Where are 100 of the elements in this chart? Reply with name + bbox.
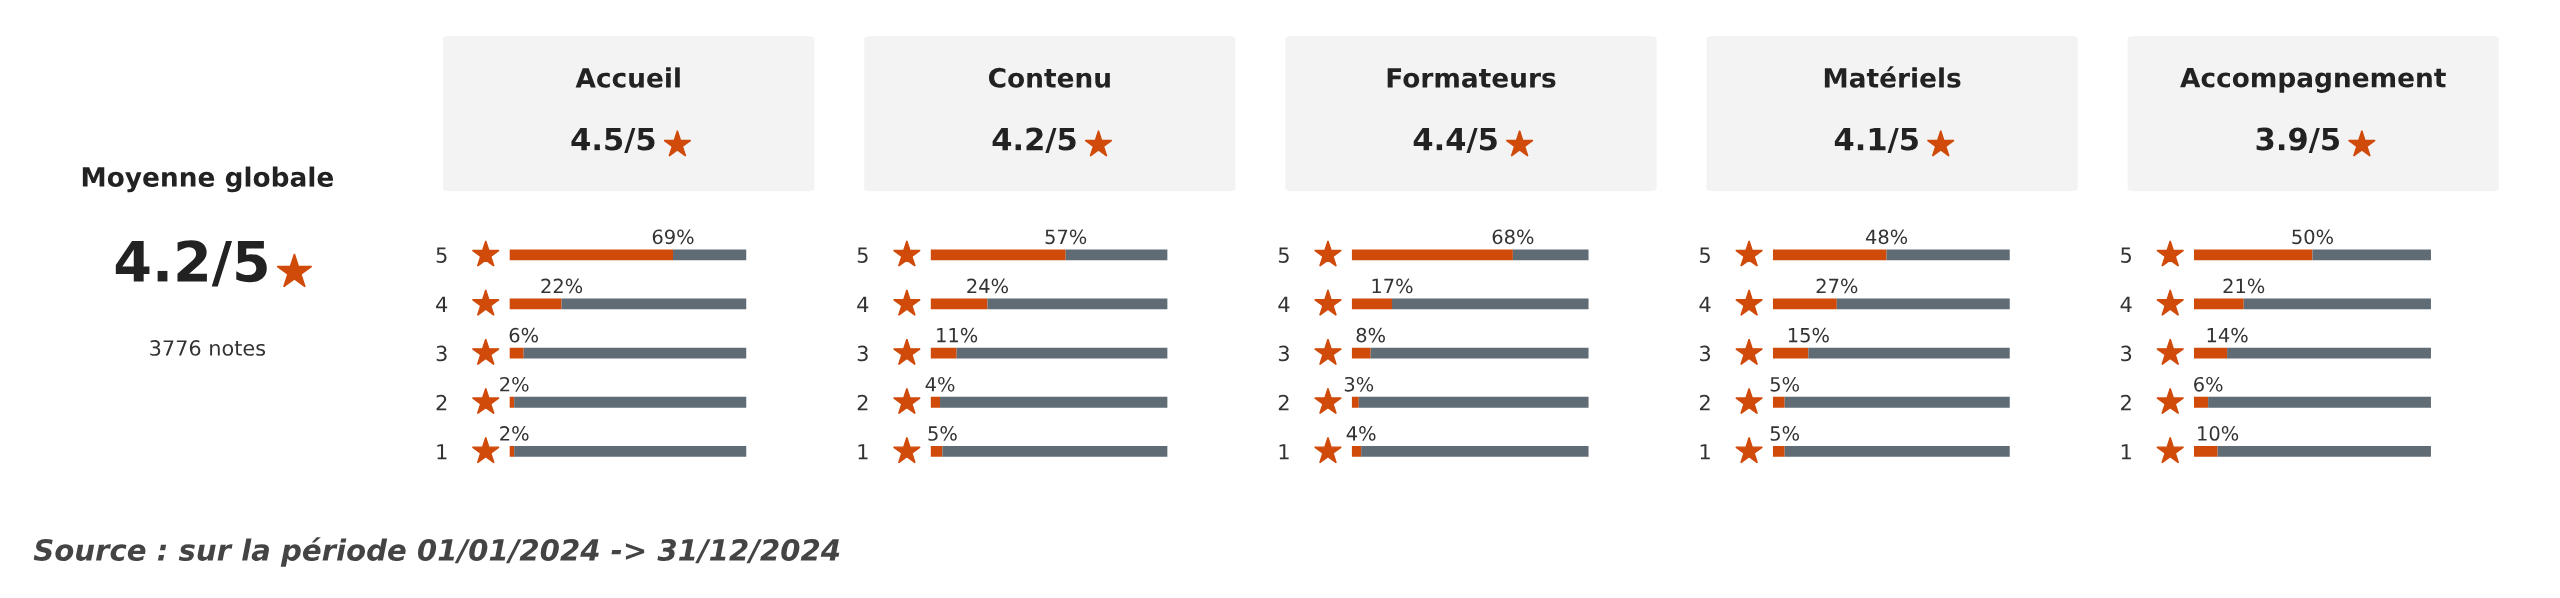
chart-title: Formateurs <box>1387 68 1556 88</box>
bar <box>1808 347 2010 359</box>
chart-subtitle: 4.1/5 <box>1834 127 1918 153</box>
y-tick-label: 3 <box>1278 345 1289 362</box>
bar <box>509 298 562 310</box>
bar <box>1772 347 1809 359</box>
chart-subtitle: 4.4/5 <box>1413 127 1497 153</box>
bar <box>2193 347 2228 359</box>
chart-title: Accueil <box>575 67 680 88</box>
data-label: 24% <box>967 278 1008 294</box>
y-tick-label: 5 <box>1700 247 1710 264</box>
data-label: 14% <box>2207 327 2248 343</box>
y-tick-label: 4 <box>436 296 448 312</box>
data-label: 57% <box>1045 229 1087 245</box>
bar <box>2193 396 2209 408</box>
chart-subtitle: 4.2/5 <box>992 127 1076 153</box>
data-label: 5% <box>1770 376 1799 392</box>
y-tick-label: 2 <box>1278 394 1289 411</box>
y-tick-label: 5 <box>2121 247 2131 264</box>
data-label: 10% <box>2198 426 2239 441</box>
chart-title: Accompagnement <box>2180 67 2446 93</box>
bar <box>930 446 943 457</box>
bar <box>1784 446 2010 457</box>
bar <box>1065 249 1168 261</box>
y-tick-label: 2 <box>1699 394 1710 411</box>
source-note: Source : sur la période 01/01/2024 -> 31/12/2024 <box>33 537 840 567</box>
bar <box>930 396 941 408</box>
data-label: 8% <box>1356 327 1385 343</box>
y-tick-label: 1 <box>858 444 868 460</box>
bar <box>987 298 1168 310</box>
data-label: 17% <box>1372 278 1413 294</box>
bar <box>509 249 674 261</box>
data-label: 22% <box>541 278 583 294</box>
text: Moyenne globale <box>82 166 334 193</box>
chart-title: Matériels <box>1824 66 1961 88</box>
data-label: 4% <box>1346 426 1376 441</box>
bar <box>956 347 1168 359</box>
bar <box>1358 396 1589 408</box>
bar <box>523 347 747 359</box>
text: 3776 notes <box>150 340 266 356</box>
data-label: 27% <box>1816 278 1858 294</box>
data-label: 69% <box>652 229 694 245</box>
data-label: 5% <box>928 426 957 441</box>
bar <box>1361 446 1589 457</box>
data-label: 21% <box>2223 278 2265 294</box>
y-tick-label: 3 <box>1700 345 1711 362</box>
y-tick-label: 1 <box>1279 444 1289 460</box>
bar <box>2217 446 2431 457</box>
text: 4.2/5 <box>115 240 267 287</box>
data-label: 2% <box>500 426 529 441</box>
data-label: 2% <box>500 376 529 392</box>
y-tick-label: 5 <box>857 247 868 264</box>
bar <box>1351 347 1371 359</box>
data-label: 68% <box>1492 229 1534 245</box>
y-tick-label: 1 <box>437 444 447 460</box>
data-label: 6% <box>509 327 539 343</box>
bar <box>1351 298 1392 310</box>
y-tick-label: 4 <box>857 296 869 312</box>
bar <box>1772 446 1785 457</box>
bar <box>1886 249 2010 261</box>
bar <box>2312 249 2431 261</box>
y-tick-label: 3 <box>2121 345 2132 362</box>
y-tick-label: 1 <box>1700 444 1710 460</box>
bar <box>1351 446 1362 457</box>
bar <box>1351 249 1513 261</box>
data-label: 50% <box>2292 229 2333 245</box>
bar <box>2193 298 2244 310</box>
chart-subtitle: 3.9/5 <box>2256 127 2339 153</box>
chart-subtitle: 4.5/5 <box>571 127 655 153</box>
data-label: 3% <box>1344 376 1374 392</box>
bar <box>514 446 747 457</box>
y-tick-label: 3 <box>436 345 447 362</box>
bar <box>1512 249 1589 261</box>
data-label: 6% <box>2194 376 2223 392</box>
bar <box>1772 396 1785 408</box>
bar <box>2243 298 2431 310</box>
data-label: 48% <box>1865 229 1908 245</box>
bar <box>1391 298 1589 310</box>
bar <box>1351 396 1359 408</box>
bar <box>2193 249 2313 261</box>
y-tick-label: 3 <box>857 345 868 362</box>
bar <box>1772 298 1837 310</box>
data-label: 11% <box>937 327 978 343</box>
bar <box>561 298 747 310</box>
y-tick-label: 2 <box>857 394 868 411</box>
bar <box>1784 396 2010 408</box>
bar <box>930 347 957 359</box>
bar <box>509 347 524 359</box>
y-tick-label: 2 <box>436 394 447 411</box>
y-tick-label: 4 <box>2120 296 2132 312</box>
bar <box>673 249 747 261</box>
data-label: 4% <box>925 376 955 392</box>
bar <box>942 446 1168 457</box>
bar <box>1772 249 1887 261</box>
y-tick-label: 5 <box>436 247 447 264</box>
data-label: 15% <box>1788 327 1829 343</box>
y-tick-label: 2 <box>2121 394 2131 411</box>
bar <box>930 249 1066 261</box>
bar <box>2193 446 2218 457</box>
y-tick-label: 5 <box>1278 247 1289 264</box>
